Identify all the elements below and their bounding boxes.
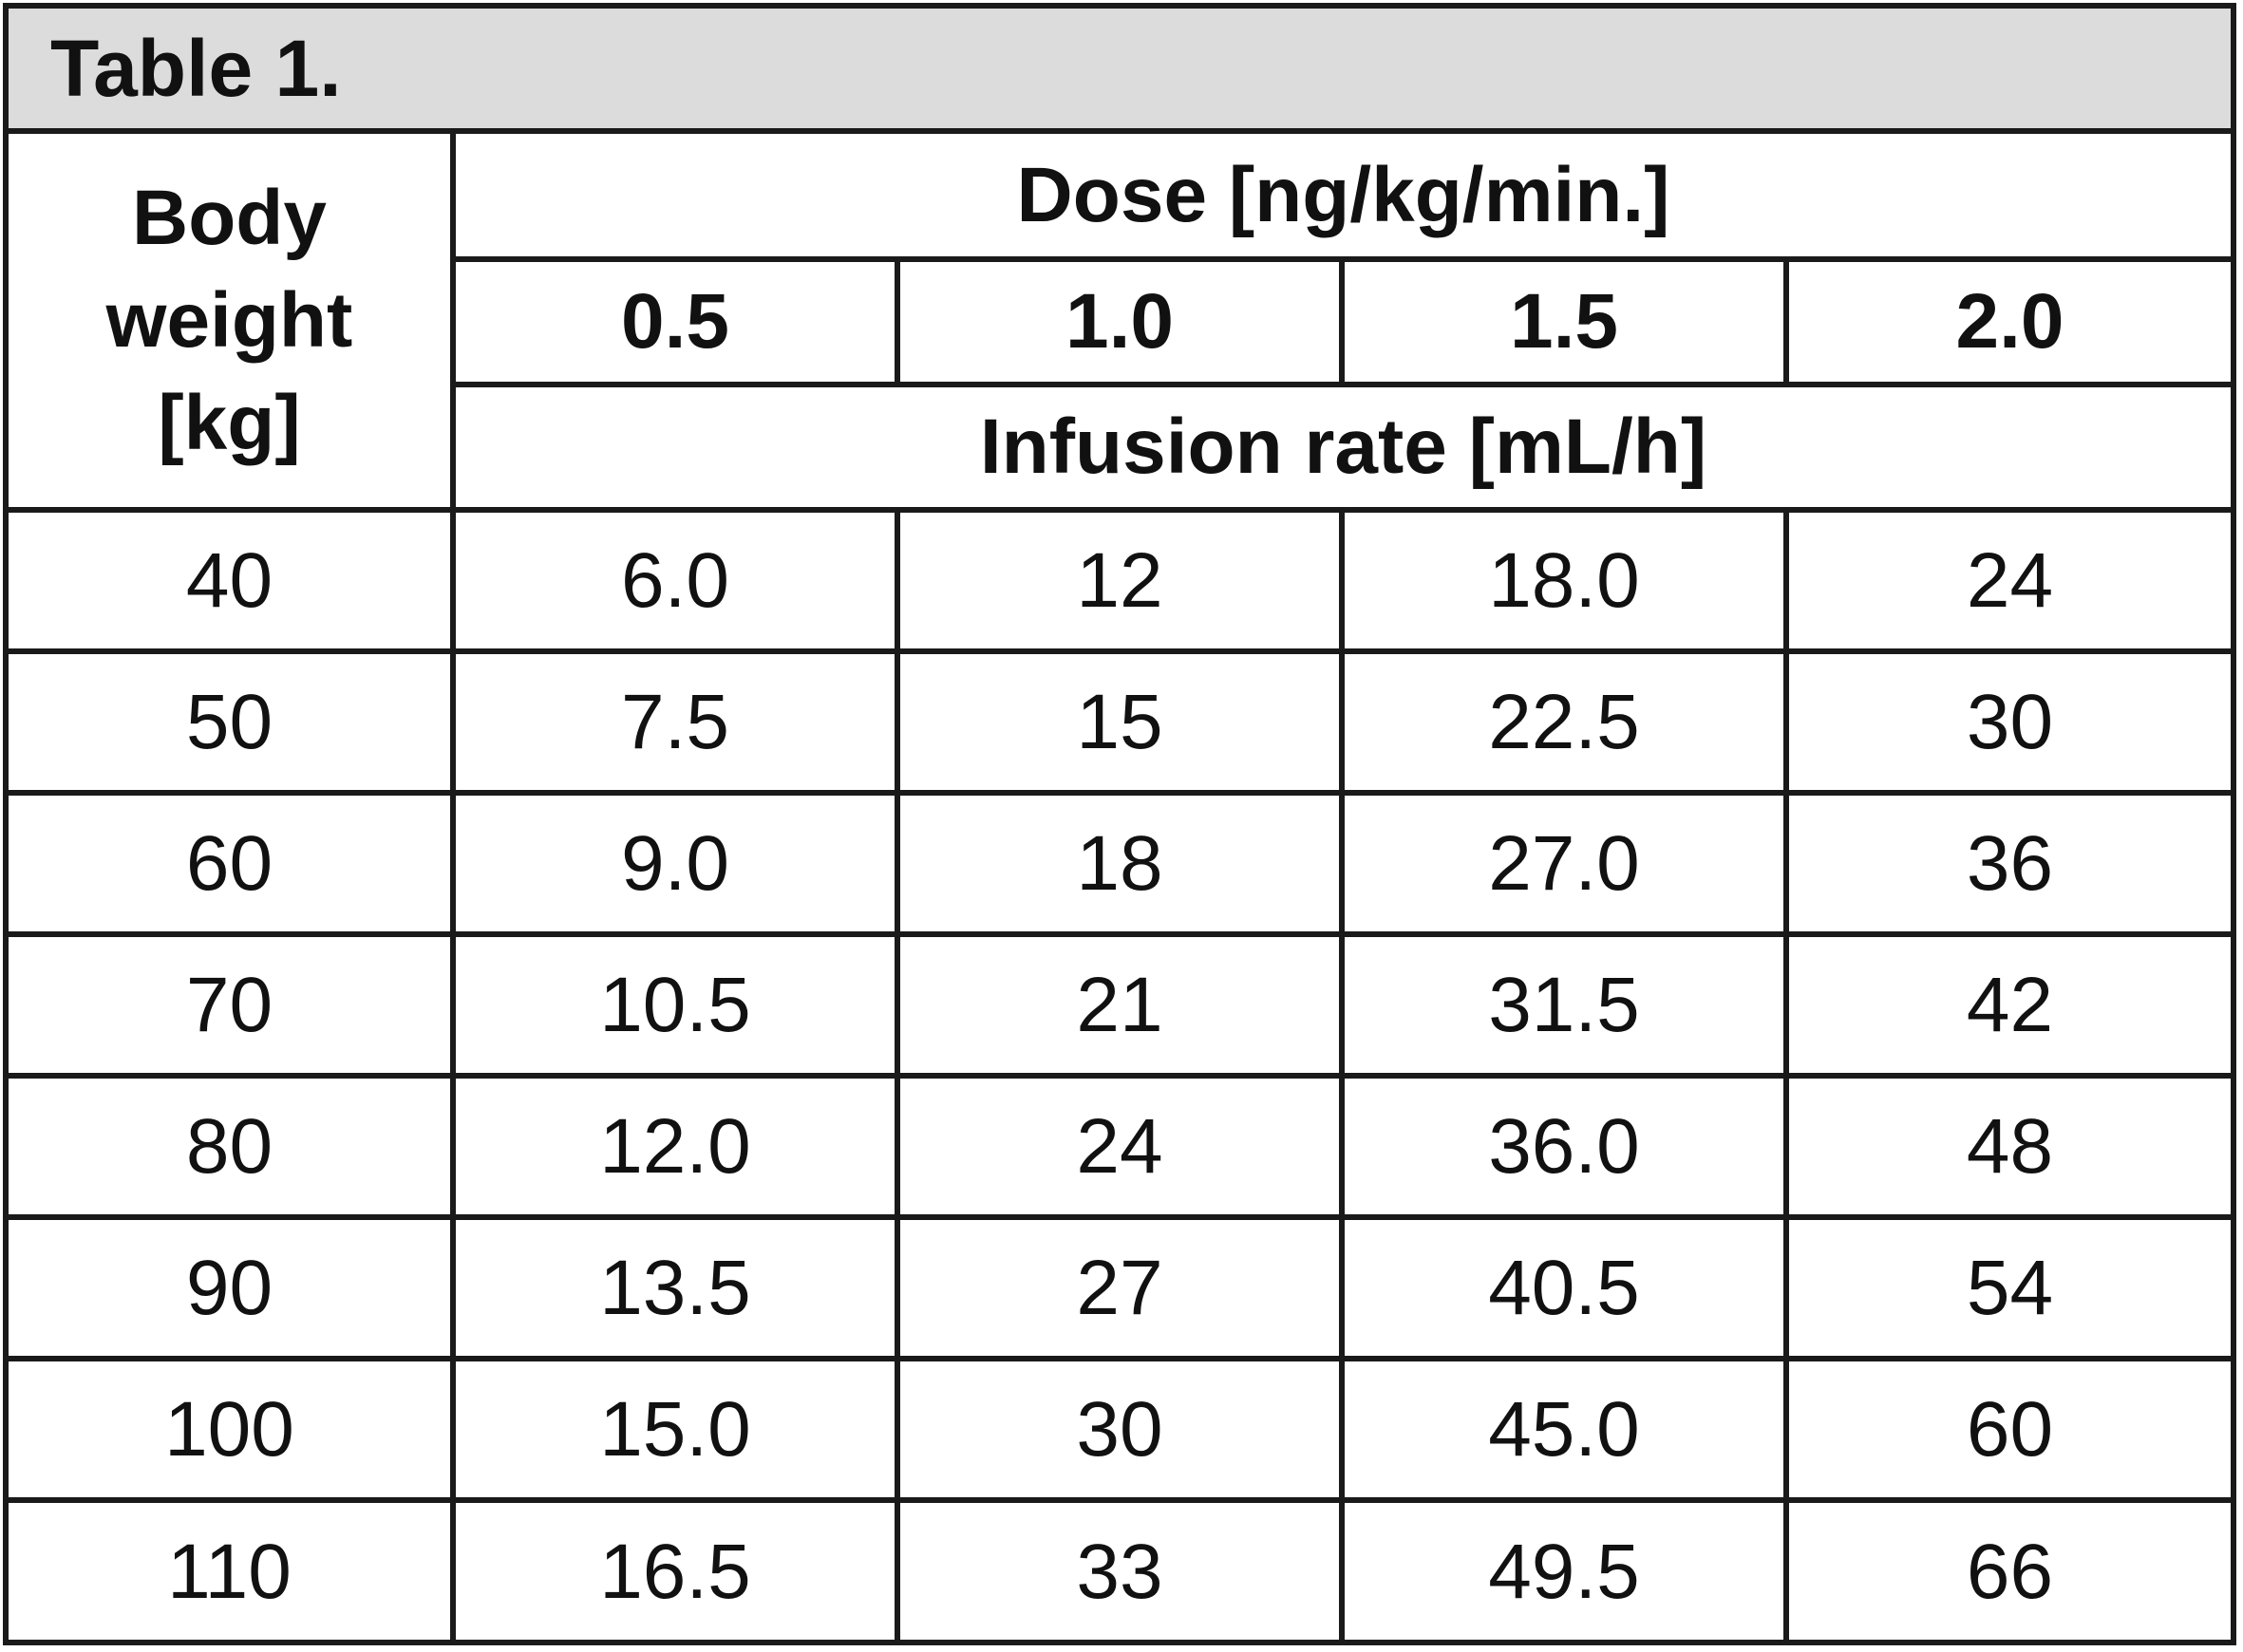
table-row: 110 16.5 33 49.5 66 <box>9 1497 2231 1642</box>
table-frame: Table 1. Body weight [kg] Dose [ng/kg/mi… <box>3 3 2236 1645</box>
rate-cell: 42 <box>1783 931 2231 1079</box>
rate-cell: 60 <box>1783 1356 2231 1503</box>
dose-column-header: 2.0 <box>1783 256 2231 387</box>
infusion-rate-table: Body weight [kg] Dose [ng/kg/min.] 0.5 1… <box>9 134 2231 1642</box>
rate-cell: 36.0 <box>1339 1073 1789 1220</box>
dose-column-header: 1.0 <box>895 256 1345 387</box>
rate-cell: 18 <box>895 790 1345 937</box>
body-weight-line-3: [kg] <box>158 379 301 466</box>
rate-cell: 9.0 <box>450 790 900 937</box>
rate-cell: 31.5 <box>1339 931 1789 1079</box>
rate-cell: 24 <box>895 1073 1345 1220</box>
rate-cell: 24 <box>1783 510 2231 654</box>
table-row: 50 7.5 15 22.5 30 <box>9 648 2231 796</box>
rate-cell: 13.5 <box>450 1214 900 1361</box>
rate-cell: 40.5 <box>1339 1214 1789 1361</box>
rate-cell: 12 <box>895 510 1345 654</box>
rate-cell: 10.5 <box>450 931 900 1079</box>
body-weight-header: Body weight [kg] <box>9 134 456 513</box>
rate-cell: 12.0 <box>450 1073 900 1220</box>
rate-cell: 18.0 <box>1339 510 1789 654</box>
weight-cell: 70 <box>9 931 456 1079</box>
rate-cell: 48 <box>1783 1073 2231 1220</box>
body-weight-line-1: Body <box>132 174 327 261</box>
dose-column-header: 1.5 <box>1339 256 1789 387</box>
rate-cell: 15.0 <box>450 1356 900 1503</box>
weight-cell: 110 <box>9 1497 456 1642</box>
table-row: 60 9.0 18 27.0 36 <box>9 790 2231 937</box>
weight-cell: 100 <box>9 1356 456 1503</box>
rate-cell: 49.5 <box>1339 1497 1789 1642</box>
dose-column-header: 0.5 <box>453 256 900 387</box>
rate-cell: 16.5 <box>450 1497 900 1642</box>
table-row: 70 10.5 21 31.5 42 <box>9 931 2231 1079</box>
table-row: 80 12.0 24 36.0 48 <box>9 1073 2231 1220</box>
rate-cell: 22.5 <box>1339 648 1789 796</box>
rate-cell: 30 <box>895 1356 1345 1503</box>
rate-cell: 21 <box>895 931 1345 1079</box>
infusion-rate-header: Infusion rate [mL/h] <box>453 382 2231 513</box>
rate-cell: 15 <box>895 648 1345 796</box>
rate-cell: 27 <box>895 1214 1345 1361</box>
weight-cell: 40 <box>9 510 456 654</box>
table-row: 100 15.0 30 45.0 60 <box>9 1356 2231 1503</box>
weight-cell: 90 <box>9 1214 456 1361</box>
rate-cell: 66 <box>1783 1497 2231 1642</box>
table-row: 40 6.0 12 18.0 24 <box>9 510 2231 654</box>
rate-cell: 7.5 <box>450 648 900 796</box>
rate-cell: 6.0 <box>450 510 900 654</box>
dose-header: Dose [ng/kg/min.] <box>450 134 2231 262</box>
weight-cell: 60 <box>9 790 456 937</box>
table-title: Table 1. <box>9 9 2231 134</box>
table-row: 90 13.5 27 40.5 54 <box>9 1214 2231 1361</box>
rate-cell: 33 <box>895 1497 1345 1642</box>
weight-cell: 50 <box>9 648 456 796</box>
rate-cell: 45.0 <box>1339 1356 1789 1503</box>
rate-cell: 36 <box>1783 790 2231 937</box>
rate-cell: 54 <box>1783 1214 2231 1361</box>
rate-cell: 27.0 <box>1339 790 1789 937</box>
body-weight-line-2: weight <box>105 276 353 364</box>
rate-cell: 30 <box>1783 648 2231 796</box>
weight-cell: 80 <box>9 1073 456 1220</box>
